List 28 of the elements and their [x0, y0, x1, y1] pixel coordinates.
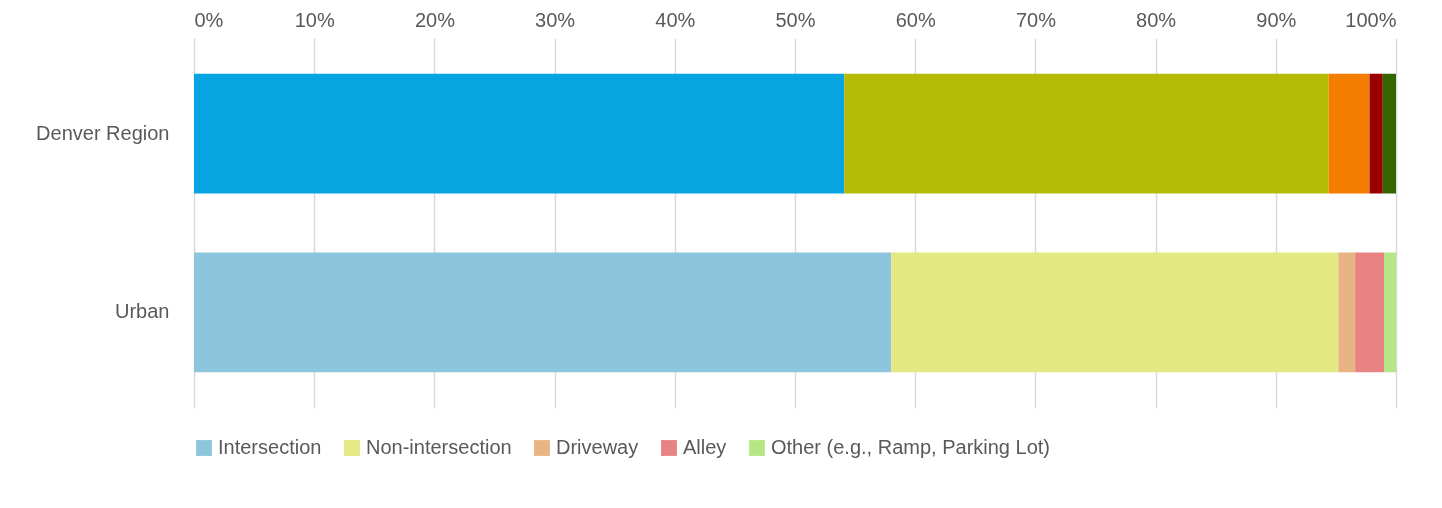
bar — [194, 73, 845, 194]
legend-label: Other (e.g., Ramp, Parking Lot) — [771, 436, 1051, 458]
x-tick-label: 80% — [1136, 8, 1177, 31]
bar — [1338, 252, 1356, 373]
x-tick-label: 20% — [414, 8, 456, 31]
bar — [1355, 252, 1384, 373]
bar — [1328, 73, 1370, 194]
legend-label: Driveway — [556, 436, 639, 458]
x-tick-label: 10% — [294, 8, 335, 31]
x-tick-label: 100% — [1345, 8, 1397, 31]
y-tick-label: Denver Region — [36, 121, 170, 144]
bar — [1382, 73, 1396, 194]
legend-label: Non-intersection — [366, 436, 512, 458]
y-tick-label: Urban — [115, 300, 170, 323]
x-tick-label: 90% — [1256, 8, 1297, 31]
x-tick-label: 60% — [895, 8, 936, 31]
x-tick-label: 40% — [655, 8, 696, 31]
x-tick-label: 0% — [194, 8, 224, 31]
legend-label: Intersection — [218, 436, 322, 458]
bar — [1383, 252, 1396, 373]
x-tick-label: 50% — [775, 8, 816, 31]
bar — [194, 252, 892, 373]
bar — [844, 73, 1329, 194]
bar — [891, 252, 1339, 373]
x-tick-label: 70% — [1015, 8, 1057, 31]
bar — [1369, 73, 1383, 194]
x-tick-label: 30% — [535, 8, 576, 31]
legend-label: Alley — [683, 436, 727, 458]
